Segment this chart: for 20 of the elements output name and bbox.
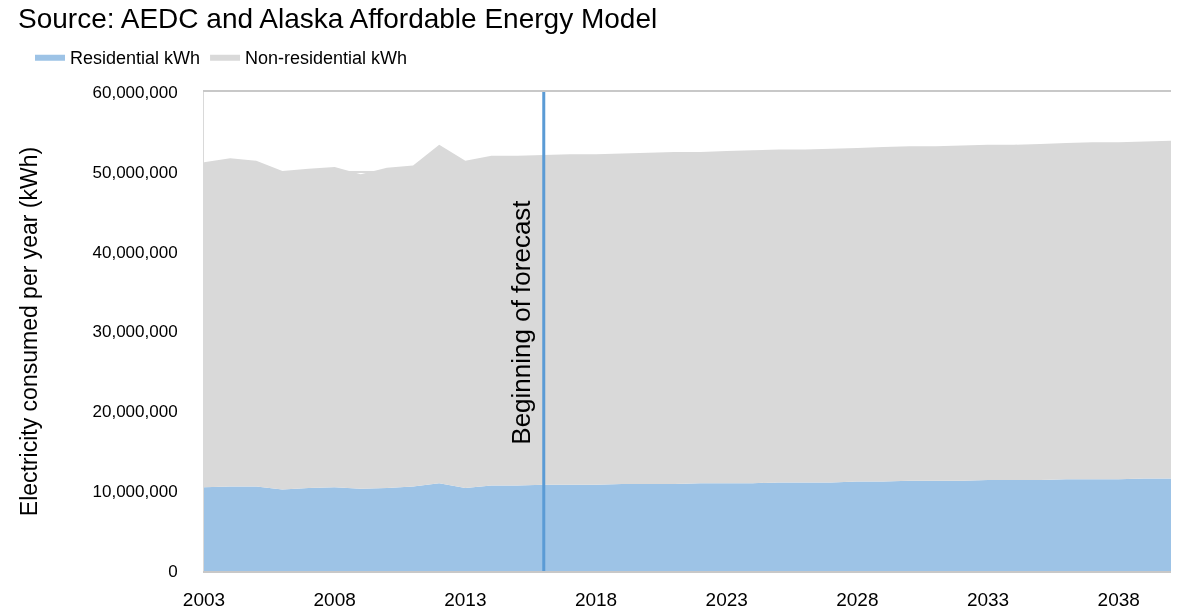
x-tick-label: 2028 bbox=[836, 588, 879, 610]
y-tick-label: 0 bbox=[168, 561, 178, 581]
x-tick-label: 2003 bbox=[182, 588, 226, 610]
legend-label: Non-residential kWh bbox=[245, 47, 408, 68]
y-tick-label: 30,000,000 bbox=[92, 322, 178, 342]
y-tick-label: 40,000,000 bbox=[92, 242, 178, 262]
x-tick-label: 2023 bbox=[705, 588, 748, 610]
source-note: Source: AEDC and Alaska Affordable Energy Model bbox=[18, 3, 658, 34]
x-tick-label: 2013 bbox=[444, 588, 487, 610]
x-tick-label: 2008 bbox=[313, 588, 356, 610]
y-tick-label: 50,000,000 bbox=[92, 162, 178, 182]
y-tick-label: 20,000,000 bbox=[92, 402, 178, 422]
y-axis-title: Electricity consumed per year (kWh) bbox=[15, 146, 42, 517]
x-tick-label: 2018 bbox=[574, 588, 618, 610]
ref-line-label: Beginning of forecast bbox=[505, 199, 536, 445]
y-tick-label: 60,000,000 bbox=[92, 82, 178, 102]
x-tick-label: 2038 bbox=[1097, 588, 1140, 610]
x-tick-label: 2033 bbox=[966, 588, 1010, 610]
y-tick-label: 10,000,000 bbox=[92, 482, 178, 502]
legend-label: Residential kWh bbox=[70, 47, 201, 68]
